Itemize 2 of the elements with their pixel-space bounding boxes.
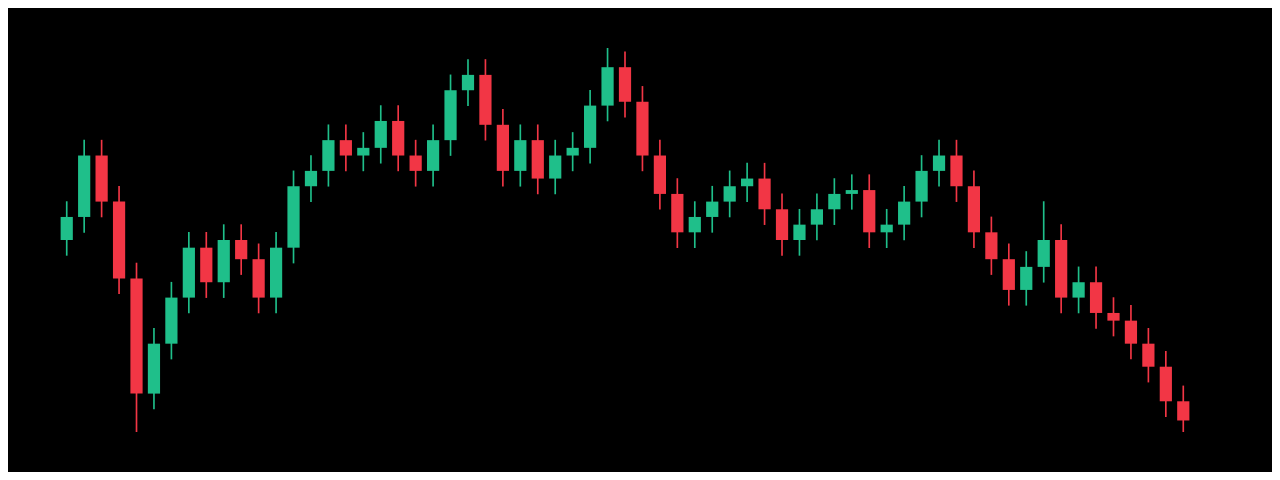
candlestick	[357, 132, 370, 172]
candlestick	[845, 174, 858, 210]
